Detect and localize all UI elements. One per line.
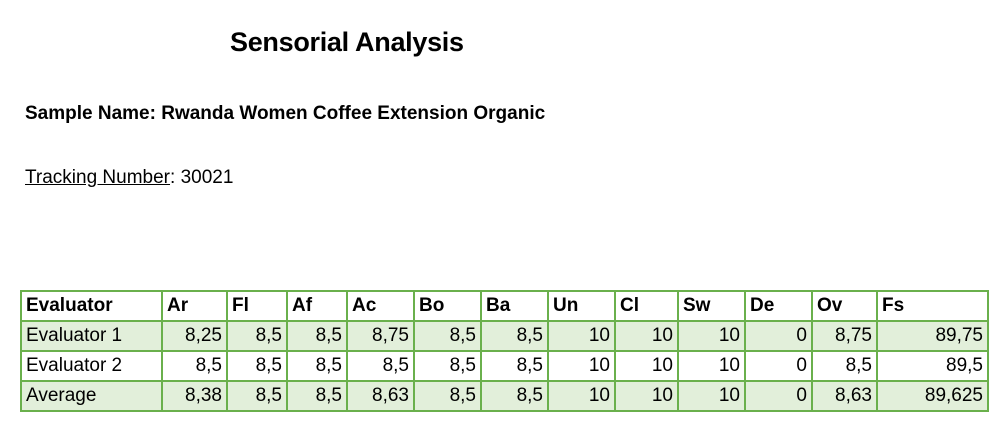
- score-cell-bo: 8,5: [413, 380, 482, 412]
- score-cell-de: 0: [744, 320, 813, 352]
- score-cell-ac: 8,75: [346, 320, 415, 352]
- column-header-fs: Fs: [876, 290, 989, 322]
- score-cell-ar: 8,25: [161, 320, 228, 352]
- evaluator-cell: Evaluator 2: [20, 350, 163, 382]
- score-cell-un: 10: [547, 380, 616, 412]
- column-header-un: Un: [547, 290, 616, 322]
- evaluator-cell: Average: [20, 380, 163, 412]
- table-header-row: Evaluator Ar Fl Af Ac Bo Ba Un Cl Sw De Ov Fs: [20, 290, 989, 322]
- column-header-de: De: [744, 290, 813, 322]
- sample-name-label: Sample Name:: [25, 103, 156, 124]
- score-cell-sw: 10: [677, 320, 746, 352]
- table-row: Evaluator 1 8,25 8,5 8,5 8,75 8,5 8,5 10 10 10 0 8,…: [20, 320, 989, 352]
- score-cell-ba: 8,5: [480, 380, 549, 412]
- score-cell-bo: 8,5: [413, 320, 482, 352]
- page-title: Sensorial Analysis: [230, 27, 464, 57]
- score-cell-ba: 8,5: [480, 350, 549, 382]
- score-cell-ov: 8,5: [811, 350, 878, 382]
- evaluator-cell: Evaluator 1: [20, 320, 163, 352]
- column-header-fl: Fl: [226, 290, 288, 322]
- score-cell-bo: 8,5: [413, 350, 482, 382]
- score-cell-fs: 89,75: [876, 320, 989, 352]
- score-cell-fl: 8,5: [226, 350, 288, 382]
- score-cell-ac: 8,5: [346, 350, 415, 382]
- score-cell-fs: 89,625: [876, 380, 989, 412]
- score-cell-cl: 10: [614, 380, 679, 412]
- score-cell-ar: 8,38: [161, 380, 228, 412]
- score-cell-un: 10: [547, 350, 616, 382]
- column-header-ar: Ar: [161, 290, 228, 322]
- score-cell-fl: 8,5: [226, 380, 288, 412]
- score-cell-de: 0: [744, 350, 813, 382]
- column-header-ba: Ba: [480, 290, 549, 322]
- score-cell-fl: 8,5: [226, 320, 288, 352]
- score-cell-af: 8,5: [286, 380, 348, 412]
- score-cell-cl: 10: [614, 350, 679, 382]
- column-header-ac: Ac: [346, 290, 415, 322]
- score-cell-cl: 10: [614, 320, 679, 352]
- score-cell-af: 8,5: [286, 350, 348, 382]
- score-cell-ac: 8,63: [346, 380, 415, 412]
- score-cell-ar: 8,5: [161, 350, 228, 382]
- column-header-cl: Cl: [614, 290, 679, 322]
- score-cell-fs: 89,5: [876, 350, 989, 382]
- tracking-number: Tracking Number: 30021: [25, 167, 233, 189]
- sensorial-table: Evaluator Ar Fl Af Ac Bo Ba Un Cl Sw De Ov Fs Evaluat…: [20, 290, 989, 412]
- column-header-ov: Ov: [811, 290, 878, 322]
- score-cell-af: 8,5: [286, 320, 348, 352]
- sample-name: Sample Name: Rwanda Women Coffee Extensi…: [25, 103, 545, 125]
- table-row: Average 8,38 8,5 8,5 8,63 8,5 8,5 10 10 10 0 8,63 89…: [20, 380, 989, 412]
- score-cell-ov: 8,63: [811, 380, 878, 412]
- column-header-af: Af: [286, 290, 348, 322]
- column-header-bo: Bo: [413, 290, 482, 322]
- tracking-number-label: Tracking Number: [25, 167, 171, 188]
- score-cell-ov: 8,75: [811, 320, 878, 352]
- score-cell-ba: 8,5: [480, 320, 549, 352]
- score-cell-de: 0: [744, 380, 813, 412]
- sample-name-value: Rwanda Women Coffee Extension Organic: [161, 103, 546, 124]
- tracking-number-value: 30021: [180, 167, 234, 188]
- score-cell-sw: 10: [677, 350, 746, 382]
- tracking-number-colon: :: [170, 167, 176, 188]
- table-row: Evaluator 2 8,5 8,5 8,5 8,5 8,5 8,5 10 10 10 0 8,5 8…: [20, 350, 989, 382]
- column-header-sw: Sw: [677, 290, 746, 322]
- score-cell-sw: 10: [677, 380, 746, 412]
- score-cell-un: 10: [547, 320, 616, 352]
- column-header-evaluator: Evaluator: [20, 290, 163, 322]
